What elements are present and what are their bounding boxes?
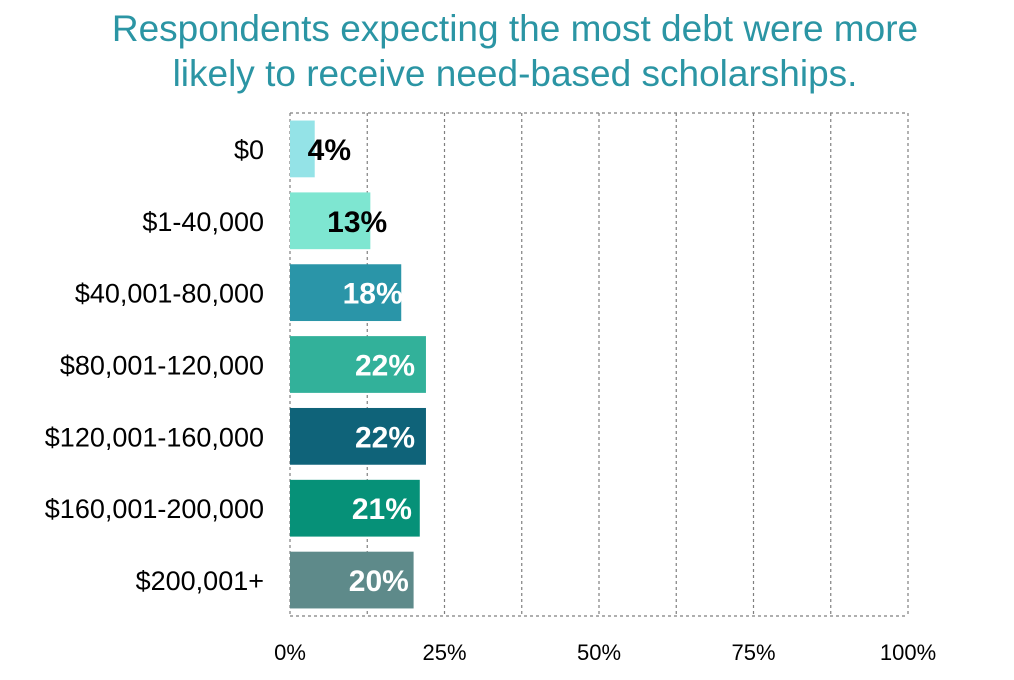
category-labels: $0 $1-40,000 $40,001-80,000 $80,001-120,000… (45, 135, 264, 596)
category-label: $160,001-200,000 (45, 494, 264, 524)
data-label: 13% (327, 206, 387, 239)
data-label: 20% (349, 565, 409, 598)
bar (290, 479, 420, 537)
bar (290, 120, 315, 178)
data-label: 4% (308, 134, 351, 167)
data-label: 22% (355, 421, 415, 454)
bar (290, 336, 426, 393)
grid-lines (289, 112, 909, 617)
data-label: 22% (355, 350, 415, 383)
bar (290, 192, 371, 250)
category-label: $80,001-120,000 (60, 351, 264, 381)
bars: 4% 13% 18% 22% 22% 21% 20% (290, 120, 426, 609)
chart-title-line-2: likely to receive need-based scholarship… (172, 53, 858, 94)
x-tick-label: 0% (274, 640, 306, 665)
x-tick-label: 25% (422, 640, 466, 665)
category-label: $0 (234, 135, 264, 165)
category-label: $1-40,000 (142, 207, 264, 237)
x-tick-labels: 0% 25% 50% 75% 100% (274, 640, 936, 665)
bar (290, 551, 414, 609)
x-tick-label: 75% (731, 640, 775, 665)
bar (290, 264, 402, 322)
chart-title: Respondents expecting the most debt were… (100, 6, 930, 96)
category-label: $40,001-80,000 (75, 279, 264, 309)
bar (290, 407, 426, 465)
category-label: $120,001-160,000 (45, 422, 264, 452)
x-tick-label: 50% (577, 640, 621, 665)
data-label: 21% (352, 493, 412, 526)
data-label: 18% (343, 278, 403, 311)
chart-title-line-1: Respondents expecting the most debt were… (111, 8, 919, 49)
x-tick-label: 100% (880, 640, 936, 665)
category-label: $200,001+ (136, 566, 264, 596)
